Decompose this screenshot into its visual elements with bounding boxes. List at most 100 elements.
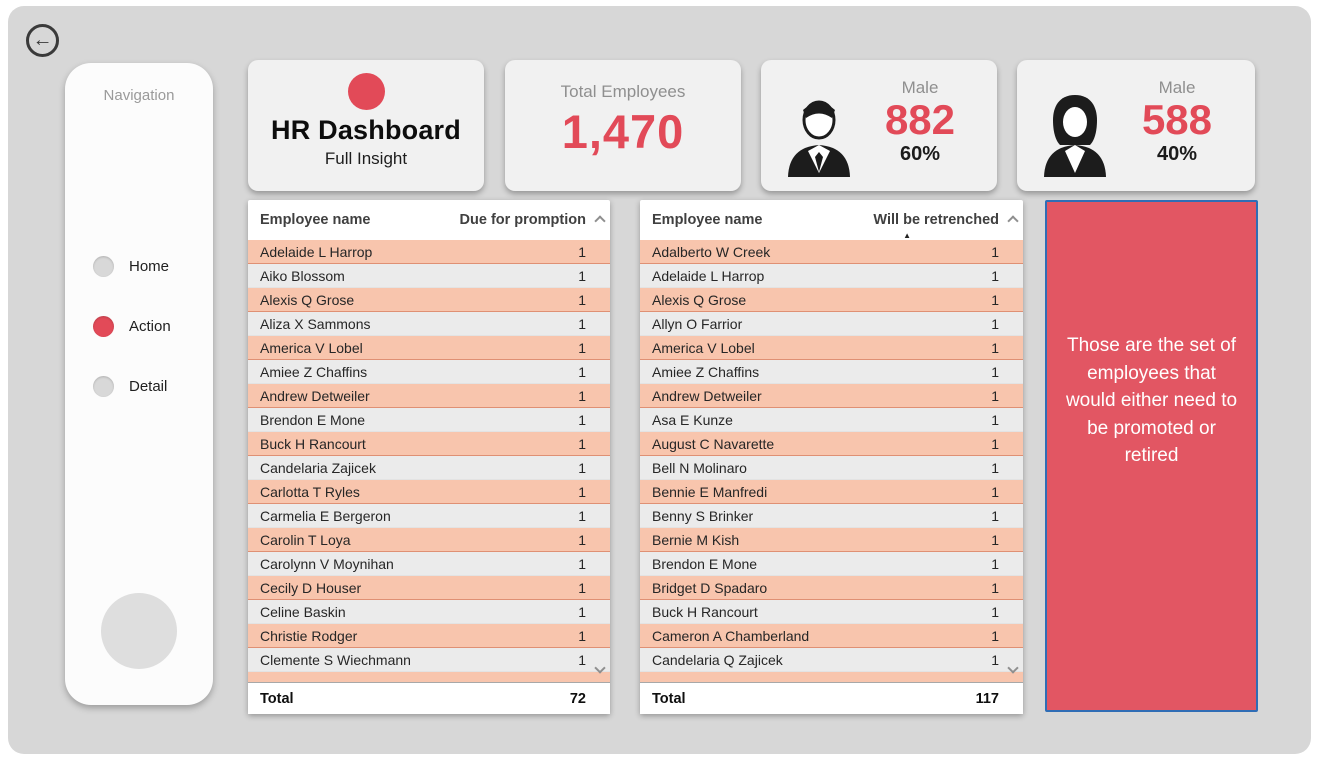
table-row[interactable]: Bell N Molinaro 1 (640, 456, 1023, 480)
nav-item[interactable]: Home (93, 251, 205, 281)
nav-item-label: Detail (129, 377, 168, 395)
total-label: Total (652, 690, 686, 707)
column-header-will-be-retrenched[interactable]: Will be retrenched (873, 212, 999, 228)
value-cell: 1 (991, 507, 999, 524)
employee-name-cell: Buck H Rancourt (260, 435, 366, 452)
employee-name-cell: Alexis Q Grose (652, 291, 747, 308)
table-row[interactable]: Brendon E Mone 1 (640, 552, 1023, 576)
table-row[interactable]: Brendon E Mone 1 (248, 408, 610, 432)
value-cell: 1 (578, 579, 586, 596)
nav-item[interactable]: Detail (93, 371, 205, 401)
employee-name-cell: Carlotta T Ryles (260, 483, 360, 500)
promotion-table-header: Employee name Due for promption (248, 200, 610, 240)
total-employees-label: Total Employees (560, 82, 686, 101)
total-label: Total (260, 690, 294, 707)
nav-bullet-icon (93, 315, 114, 337)
table-row[interactable]: Amiee Z Chaffins 1 (640, 360, 1023, 384)
employee-name-cell: America V Lobel (260, 339, 363, 356)
value-cell: 1 (578, 243, 586, 260)
table-row[interactable]: Buck H Rancourt 1 (640, 600, 1023, 624)
sort-ascending-icon[interactable]: ▲ (903, 231, 911, 240)
female-card-stats: Male 588 40% (1115, 70, 1239, 183)
table-row[interactable]: Alexis Q Grose 1 (640, 288, 1023, 312)
table-row[interactable]: Aiko Blossom 1 (248, 264, 610, 288)
employee-name-cell: Adelaide L Harrop (260, 243, 373, 260)
employee-name-cell: Alexis Q Grose (260, 291, 355, 308)
nav-item[interactable]: Action (93, 311, 205, 341)
employee-name-cell: Bernie M Kish (652, 531, 740, 548)
table-row[interactable]: Candelaria Q Zajicek 1 (640, 648, 1023, 672)
table-row[interactable]: Benny S Brinker 1 (640, 504, 1023, 528)
employee-name-cell: Benny S Brinker (652, 507, 754, 524)
employee-name-cell: Carmelia E Bergeron (260, 507, 391, 524)
table-row[interactable]: Amiee Z Chaffins 1 (248, 360, 610, 384)
total-employees-value: 1,470 (561, 105, 685, 158)
employee-name-cell: Adalberto W Creek (652, 243, 771, 260)
table-row[interactable]: Andrew Detweiler 1 (640, 384, 1023, 408)
male-label: Male (901, 78, 939, 97)
dashboard-subtitle: Full Insight (324, 149, 408, 168)
table-row[interactable]: Carolin T Loya 1 (248, 528, 610, 552)
table-row[interactable]: Asa E Kunze 1 (640, 408, 1023, 432)
nav-item-label: Home (129, 257, 170, 275)
table-row[interactable]: America V Lobel 1 (248, 336, 610, 360)
value-cell: 1 (578, 435, 586, 452)
table-row[interactable]: Adelaide L Harrop 1 (248, 240, 610, 264)
retrench-table-body: Adalberto W Creek 1 Adelaide L Harrop 1 … (640, 240, 1023, 682)
table-row[interactable]: Celine Baskin 1 (248, 600, 610, 624)
total-value: 72 (569, 690, 586, 707)
table-row[interactable]: Bernie M Kish 1 (640, 528, 1023, 552)
employee-name-cell: Aiko Blossom (260, 267, 345, 284)
value-cell: 1 (991, 387, 999, 404)
table-row[interactable]: Buck H Rancourt 1 (248, 432, 610, 456)
value-cell: 1 (578, 267, 586, 284)
value-cell: 1 (991, 459, 999, 476)
table-row[interactable]: Bennie E Manfredi 1 (640, 480, 1023, 504)
column-header-employee-name[interactable]: Employee name (260, 212, 371, 228)
table-row[interactable]: Andrew Detweiler 1 (248, 384, 610, 408)
table-row[interactable]: Cameron A Chamberland 1 (640, 624, 1023, 648)
navigation-items: Home Action Detail (93, 251, 205, 431)
retrench-table-total-row: Total 117 (640, 682, 1023, 714)
back-button[interactable]: ← (26, 24, 59, 57)
employee-name-cell: Candelaria Zajicek (260, 459, 376, 476)
table-row[interactable]: Alexis Q Grose 1 (248, 288, 610, 312)
table-row[interactable]: Bridget D Spadaro 1 (640, 576, 1023, 600)
table-row[interactable]: Aliza X Sammons 1 (248, 312, 610, 336)
total-employees-card: Total Employees 1,470 (505, 60, 741, 191)
employee-name-cell: Christie Rodger (260, 627, 358, 644)
info-panel-text: Those are the set of employees that woul… (1065, 335, 1238, 467)
value-cell: 1 (991, 555, 999, 572)
column-header-due-for-promotion[interactable]: Due for promption (459, 212, 586, 228)
table-row[interactable]: Cecily D Houser 1 (248, 576, 610, 600)
nav-placeholder-circle (101, 593, 177, 669)
value-cell: 1 (578, 291, 586, 308)
female-icon (1044, 95, 1106, 177)
value-cell: 1 (991, 627, 999, 644)
table-row[interactable]: Adelaide L Harrop 1 (640, 264, 1023, 288)
nav-item-label: Action (129, 317, 171, 335)
dashboard-canvas: ← Navigation Home Action Detail (8, 6, 1311, 754)
column-header-employee-name[interactable]: Employee name (652, 212, 763, 228)
table-row[interactable]: Carlotta T Ryles 1 (248, 480, 610, 504)
employee-name-cell: Andrew Detweiler (652, 387, 762, 404)
value-cell: 1 (991, 483, 999, 500)
table-row[interactable]: Carolynn V Moynihan 1 (248, 552, 610, 576)
employee-name-cell: Carolynn V Moynihan (260, 555, 394, 572)
table-row[interactable]: Carmelia E Bergeron 1 (248, 504, 610, 528)
table-row[interactable]: Allyn O Farrior 1 (640, 312, 1023, 336)
table-row[interactable]: Clemente S Wiechmann 1 (248, 648, 610, 672)
table-row[interactable]: Candelaria Zajicek 1 (248, 456, 610, 480)
employee-name-cell: Candelaria Q Zajicek (652, 651, 783, 668)
table-row[interactable]: Christie Rodger 1 (248, 624, 610, 648)
value-cell: 1 (578, 627, 586, 644)
table-row[interactable]: Adalberto W Creek 1 (640, 240, 1023, 264)
table-row[interactable]: America V Lobel 1 (640, 336, 1023, 360)
value-cell: 1 (991, 651, 999, 668)
value-cell: 1 (578, 411, 586, 428)
value-cell: 1 (991, 411, 999, 428)
table-row[interactable]: August C Navarette 1 (640, 432, 1023, 456)
employee-name-cell: Bell N Molinaro (652, 459, 747, 476)
female-percent: 40% (1156, 143, 1198, 166)
value-cell: 1 (991, 243, 999, 260)
